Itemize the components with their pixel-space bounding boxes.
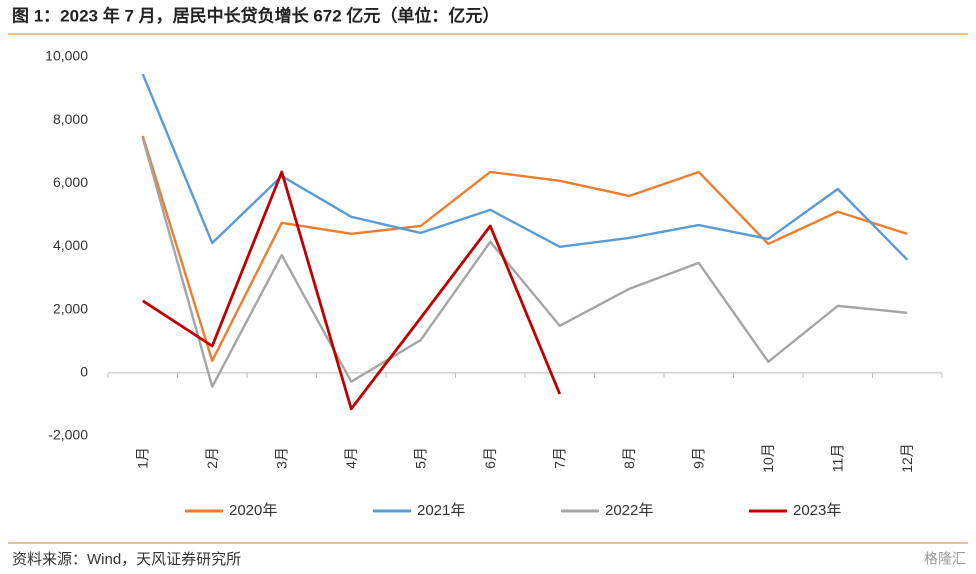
legend-label: 2023年 bbox=[793, 502, 841, 519]
y-tick-label: 6,000 bbox=[53, 174, 88, 190]
x-tick-label: 6月 bbox=[482, 447, 498, 469]
y-tick-label: 4,000 bbox=[53, 237, 88, 253]
chart-title: 图 1：2023 年 7 月，居民中长贷负增长 672 亿元（单位：亿元） bbox=[12, 5, 499, 25]
legend-label: 2021年 bbox=[417, 502, 465, 519]
x-tick-label: 7月 bbox=[551, 447, 567, 469]
watermark: 格隆汇 bbox=[924, 551, 966, 567]
x-tick-label: 4月 bbox=[343, 447, 359, 469]
legend-label: 2020年 bbox=[229, 502, 277, 519]
y-tick-label: 2,000 bbox=[53, 300, 88, 316]
series-line bbox=[141, 135, 908, 363]
series-line bbox=[141, 73, 909, 261]
y-tick-label: 8,000 bbox=[53, 111, 88, 127]
x-tick-label: 5月 bbox=[412, 447, 428, 469]
y-tick-label: 0 bbox=[80, 364, 88, 380]
y-tick-label: -2,000 bbox=[48, 427, 88, 443]
x-tick-label: 8月 bbox=[621, 447, 637, 469]
x-tick-label: 12月 bbox=[899, 443, 915, 473]
x-tick-label: 10月 bbox=[760, 443, 776, 473]
y-tick-label: 10,000 bbox=[45, 48, 88, 64]
x-tick-label: 3月 bbox=[273, 447, 289, 469]
legend-label: 2022年 bbox=[605, 502, 653, 519]
series-line bbox=[141, 170, 562, 411]
series-line bbox=[141, 137, 908, 388]
x-tick-label: 9月 bbox=[690, 447, 706, 469]
x-tick-label: 1月 bbox=[134, 447, 150, 469]
x-tick-label: 11月 bbox=[829, 444, 845, 473]
x-tick-label: 2月 bbox=[204, 447, 220, 469]
source-note: 资料来源：Wind，天风证券研究所 bbox=[12, 551, 241, 568]
